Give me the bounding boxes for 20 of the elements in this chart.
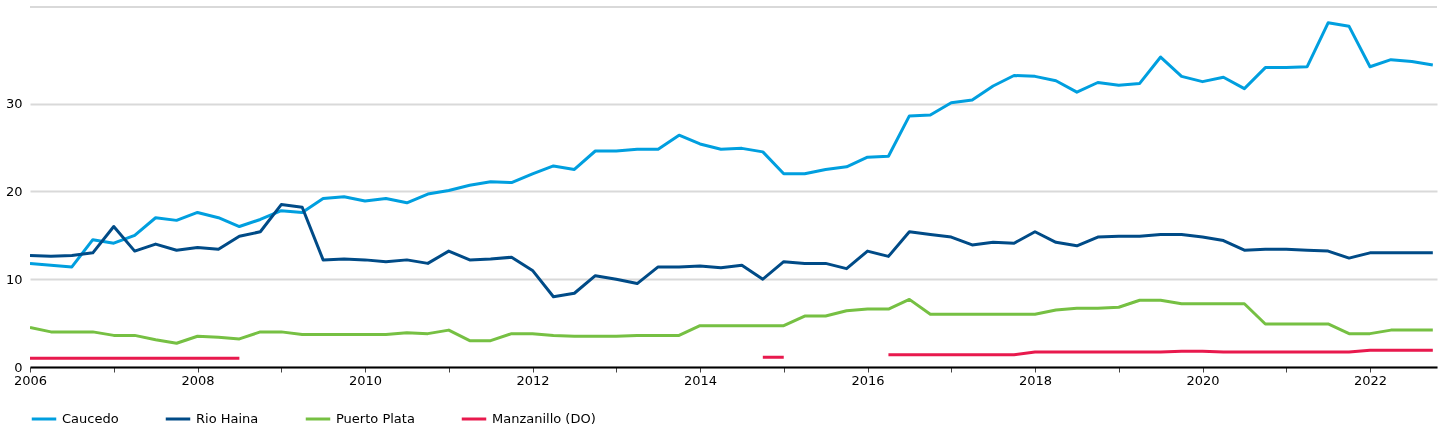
x-tick-label: 2010 [348, 372, 383, 388]
legend-label: Manzanillo (DO) [492, 411, 596, 426]
y-tick-label: 20 [5, 183, 23, 199]
y-tick-label: 10 [5, 271, 23, 287]
y-tick-label: 0 [14, 359, 23, 375]
legend-label: Rio Haina [196, 411, 259, 426]
line-series [30, 297, 1435, 345]
y-tick-label: 30 [5, 96, 23, 112]
x-tick-label: 2012 [516, 372, 550, 388]
line-series [30, 203, 1435, 299]
line-series [30, 21, 1435, 269]
x-tick-label: 2008 [181, 372, 215, 388]
x-tick-label: 2022 [1353, 372, 1388, 388]
legend-label: Puerto Plata [336, 411, 415, 426]
legend-label: Caucedo [62, 411, 119, 426]
x-tick-label: 2006 [13, 372, 48, 388]
x-tick-label: 2020 [1186, 372, 1220, 388]
x-tick-label: 2016 [851, 372, 885, 388]
x-tick-label: 2014 [683, 372, 718, 388]
x-tick-label: 2018 [1018, 372, 1053, 388]
